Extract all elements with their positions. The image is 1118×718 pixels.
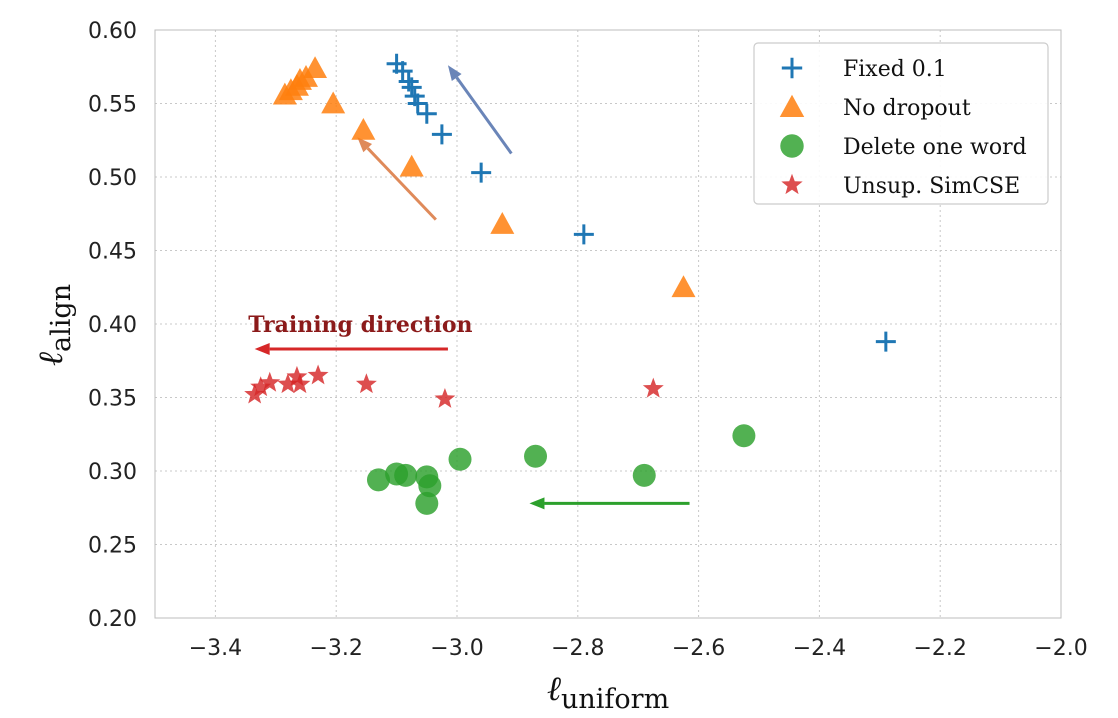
data-point-circle: [366, 468, 390, 492]
legend-marker-triangle: [779, 94, 805, 118]
series-plus: [386, 53, 896, 352]
y-tick-label: 0.20: [88, 607, 137, 632]
data-point-plus: [431, 124, 452, 145]
data-point-plus: [401, 77, 422, 98]
y-tick-label: 0.35: [88, 387, 137, 412]
y-tick-label: 0.55: [88, 93, 137, 118]
x-tick-label: −2.6: [672, 636, 725, 661]
data-point-triangle: [351, 117, 376, 140]
data-point-plus: [573, 224, 594, 245]
legend-label: Delete one word: [843, 135, 1027, 160]
data-point-triangle: [671, 275, 696, 298]
data-point-star: [259, 371, 281, 392]
x-tick-label: −2.2: [913, 636, 966, 661]
data-point-plus: [471, 162, 492, 183]
direction-arrow-head: [447, 65, 462, 81]
plot-area: [154, 29, 1062, 619]
direction-arrow-head: [529, 497, 545, 510]
data-point-circle: [418, 474, 442, 498]
y-axis-label: ℓalign: [31, 284, 77, 366]
x-axis-label: ℓuniform: [547, 669, 669, 715]
data-point-circle: [732, 424, 756, 448]
x-tick-label: −3.0: [430, 636, 483, 661]
data-point-circle: [632, 463, 656, 487]
series-triangle: [272, 56, 696, 298]
x-tick-label: −3.4: [189, 636, 242, 661]
direction-arrow-head: [254, 342, 270, 355]
legend-label: Unsup. SimCSE: [843, 174, 1020, 199]
data-point-star: [277, 373, 299, 394]
legend-marker-plus: [781, 57, 803, 79]
data-point-star: [250, 376, 272, 397]
direction-arrow-shaft: [455, 76, 513, 155]
legend-marker-circle: [780, 134, 804, 158]
axis-ticks: −3.4 −3.2 −3.0 −2.8 −2.6 −2.4 −2.2 −2.0 0.20 0.25…: [88, 19, 1088, 661]
direction-arrow-head: [357, 137, 373, 153]
data-point-plus: [416, 103, 437, 124]
x-tick-label: −2.4: [793, 636, 846, 661]
x-tick-label: −2.8: [551, 636, 604, 661]
legend-label: No dropout: [843, 96, 971, 121]
series-star: [244, 364, 664, 408]
data-point-circle: [394, 463, 418, 487]
data-point-star: [244, 383, 266, 404]
data-point-circle: [524, 444, 548, 468]
legend-marker-star: [781, 173, 803, 195]
data-point-plus: [407, 93, 428, 114]
data-point-circle: [448, 447, 472, 471]
y-tick-label: 0.30: [88, 460, 137, 485]
y-tick-label: 0.25: [88, 534, 137, 559]
data-point-triangle: [399, 154, 424, 177]
direction-arrows: [254, 65, 690, 510]
data-point-plus: [392, 61, 413, 82]
data-point-triangle: [303, 56, 328, 79]
y-tick-label: 0.40: [88, 313, 137, 338]
data-point-triangle: [490, 212, 515, 234]
direction-arrow-shaft: [366, 147, 437, 221]
y-tick-label: 0.50: [88, 166, 137, 191]
legend-label: Fixed 0.1: [843, 57, 947, 82]
y-tick-label: 0.45: [88, 240, 137, 265]
data-point-star: [307, 364, 329, 385]
data-points: [244, 53, 896, 515]
data-point-star: [642, 377, 664, 398]
x-tick-label: −3.2: [309, 636, 362, 661]
data-point-star: [434, 387, 456, 408]
data-point-triangle: [321, 91, 346, 114]
data-point-star: [286, 365, 308, 386]
y-tick-label: 0.60: [88, 19, 137, 44]
legend-box: [753, 42, 1049, 205]
series-circle: [366, 424, 756, 515]
data-point-star: [289, 373, 311, 394]
data-point-star: [355, 373, 377, 394]
data-point-plus: [875, 331, 896, 352]
x-tick-label: −2.0: [1034, 636, 1087, 661]
legend: Fixed 0.1 No dropout Delete one word Unsup.…: [753, 42, 1049, 205]
data-point-circle: [415, 491, 439, 515]
training-direction-label: Training direction: [248, 312, 472, 338]
